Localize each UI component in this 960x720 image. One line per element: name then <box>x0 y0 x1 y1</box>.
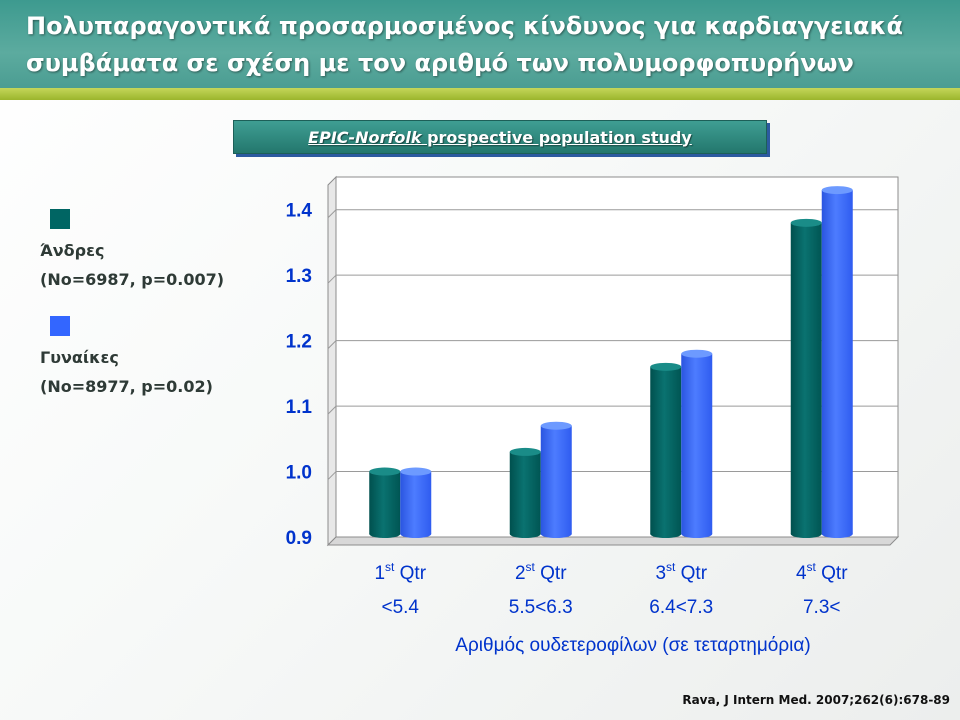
gridline-depth <box>327 340 337 349</box>
bar-women <box>681 353 713 534</box>
y-tick-label: 1.3 <box>286 266 312 287</box>
legend-swatch-men <box>50 209 70 229</box>
bar-cap-women <box>681 349 713 358</box>
bar-women <box>540 425 572 534</box>
legend-detail-men: (No=6987, p=0.007) <box>40 270 225 289</box>
bar-base-women <box>681 530 713 538</box>
legend-entry-women: Γυναίκες (No=8977, p=0.02) <box>40 343 280 401</box>
gridline-depth <box>327 471 337 480</box>
plot-floor <box>326 536 900 546</box>
bar-base-men <box>650 530 682 538</box>
bar-base-women <box>821 530 853 538</box>
study-label-box: EPIC-Norfolk prospective population stud… <box>233 120 767 154</box>
gridline-depth <box>327 209 337 219</box>
legend-name-women: Γυναίκες <box>40 348 119 367</box>
gridline-depth <box>327 274 337 284</box>
title-bar: Πολυπαραγοντικά προσαρμοσμένος κίνδυνος … <box>0 0 960 88</box>
plot-side-wall <box>327 175 337 547</box>
study-label: EPIC-Norfolk prospective population stud… <box>308 128 692 147</box>
x-axis-title: Αριθμός ουδετεροφίλων (σε τεταρτημόρια) <box>455 635 810 656</box>
bar-cap-women <box>540 421 572 430</box>
bar-cap-men <box>650 362 682 371</box>
slide-title: Πολυπαραγοντικά προσαρμοσμένος κίνδυνος … <box>26 8 946 82</box>
bar-base-men <box>509 530 541 538</box>
study-label-rest: prospective population study <box>421 127 692 147</box>
x-range-label: <5.4 <box>381 597 419 618</box>
x-tick-label: 2st Qtr <box>515 560 567 584</box>
bar-base-men <box>369 530 401 538</box>
bar-cap-women <box>400 467 432 476</box>
bar-cap-men <box>790 218 822 227</box>
title-underline-stripe <box>0 88 960 100</box>
slide-title-line-1: Πολυπαραγοντικά προσαρμοσμένος κίνδυνος … <box>26 12 904 40</box>
legend-entry-men: Άνδρες (No=6987, p=0.007) <box>40 236 280 294</box>
bar-men <box>650 366 682 534</box>
bar-cap-men <box>369 467 401 476</box>
bar-cap-women <box>821 186 853 195</box>
slide-title-line-2: συμβάματα σε σχέση με τον αριθμό των πολ… <box>26 49 854 77</box>
bar-base-women <box>540 530 572 538</box>
x-range-label: 7.3< <box>803 597 841 618</box>
citation: Rava, J Intern Med. 2007;262(6):678-89 <box>682 693 950 707</box>
y-tick-label: 1.0 <box>286 463 312 484</box>
y-tick-label: 1.4 <box>286 201 313 222</box>
y-tick-label: 1.2 <box>286 332 312 353</box>
x-tick-label: 1st Qtr <box>374 560 426 584</box>
legend-detail-women: (No=8977, p=0.02) <box>40 377 213 396</box>
y-tick-label: 1.1 <box>286 397 313 418</box>
bar-women <box>400 471 432 534</box>
y-tick-label: 0.9 <box>286 528 312 549</box>
x-tick-label: 4st Qtr <box>796 560 848 584</box>
x-range-label: 6.4<7.3 <box>649 597 713 618</box>
study-label-italic: EPIC-Norfolk <box>308 127 422 147</box>
gridline-depth <box>327 405 337 415</box>
bar-base-men <box>790 530 822 538</box>
bar-men <box>509 451 541 534</box>
bar-women <box>821 190 853 534</box>
bar-men <box>790 222 822 534</box>
x-tick-label: 3st Qtr <box>655 560 707 584</box>
bar-base-women <box>400 530 432 538</box>
legend-name-men: Άνδρες <box>40 241 105 260</box>
bar-men <box>369 471 401 534</box>
bar-cap-men <box>509 447 541 456</box>
x-range-label: 5.5<6.3 <box>509 597 573 618</box>
legend-swatch-women <box>50 316 70 336</box>
